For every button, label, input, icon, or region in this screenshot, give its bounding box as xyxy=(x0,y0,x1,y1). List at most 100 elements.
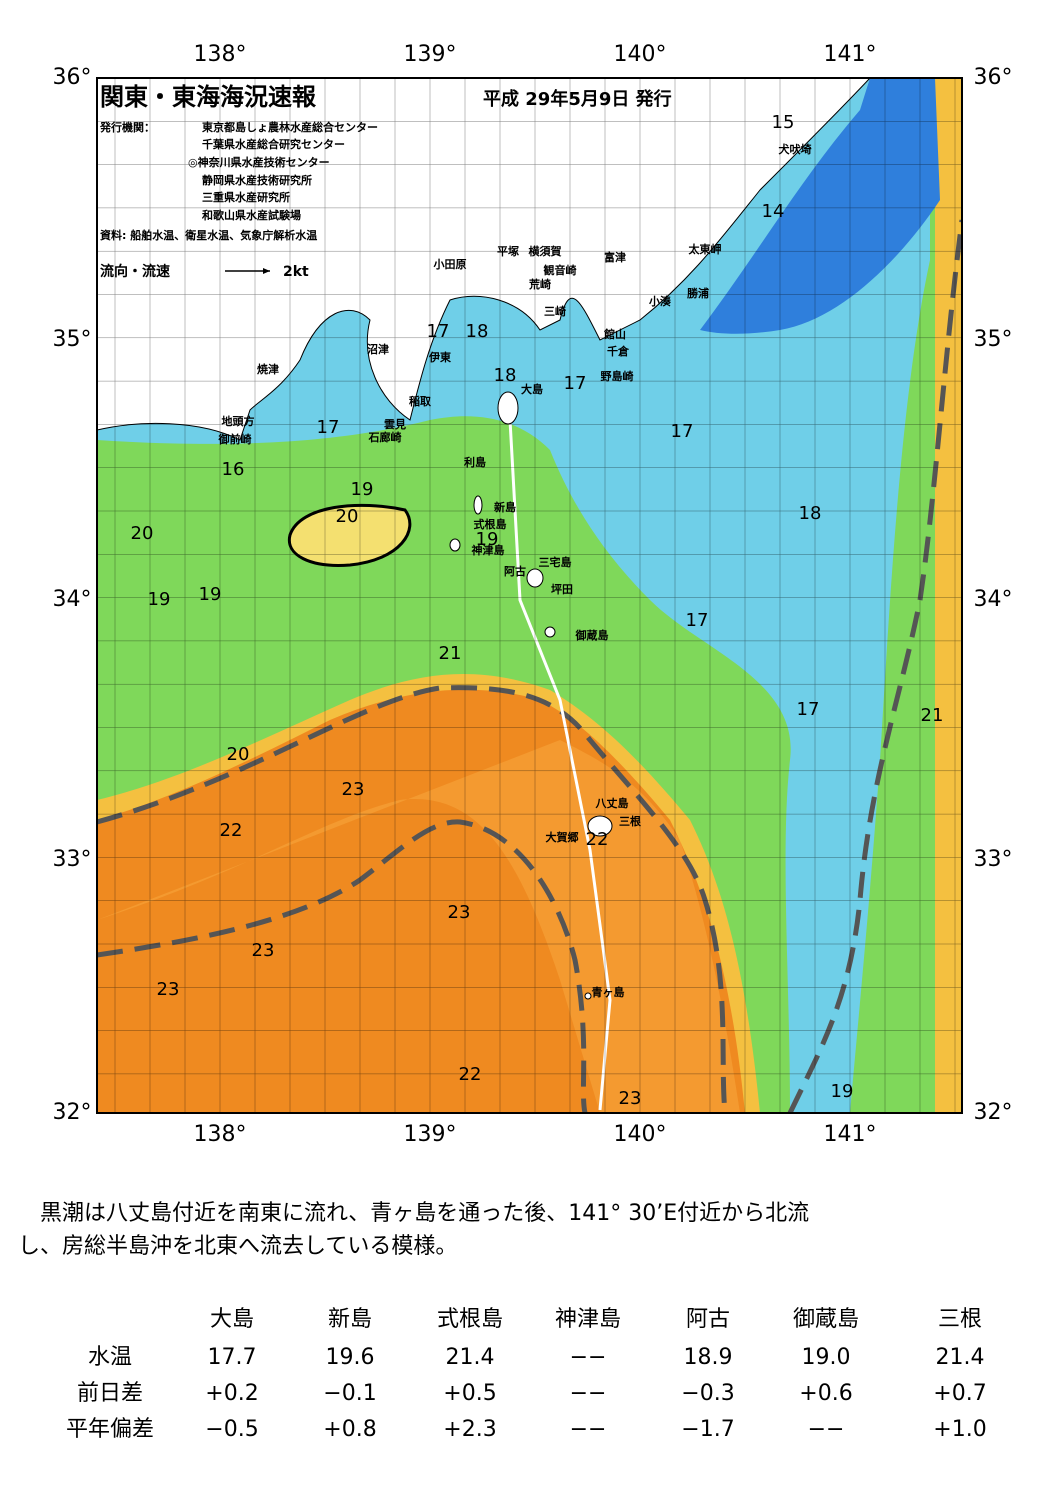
contour-label: 17 xyxy=(671,421,694,442)
contour-label: 19 xyxy=(199,584,222,605)
place-name: 阿古 xyxy=(504,564,526,578)
legend-arrowhead xyxy=(263,268,270,274)
cell: 21.4 xyxy=(936,1345,985,1370)
summary-line: し、房総半島沖を北東へ流去している模様。 xyxy=(18,1234,457,1259)
place-name: 沼津 xyxy=(367,342,389,356)
place-name: 地頭方 xyxy=(222,414,255,428)
contour-label: 23 xyxy=(342,779,365,800)
lat-label: 32° xyxy=(53,1100,92,1125)
place-name: 千倉 xyxy=(607,344,630,358)
legend-scale: 2kt xyxy=(283,264,309,280)
place-name: 石廊崎 xyxy=(368,430,402,444)
lon-label: 140° xyxy=(614,42,667,67)
contour-label: 22 xyxy=(459,1064,482,1085)
legend-label: 流向・流速 xyxy=(100,263,170,280)
islands xyxy=(449,391,613,1000)
cell: 17.7 xyxy=(208,1345,257,1370)
contour-label: 17 xyxy=(686,610,709,631)
contour-label: 15 xyxy=(772,112,795,133)
lat-label: 35° xyxy=(53,327,92,352)
cell: +0.6 xyxy=(799,1381,852,1406)
lon-label: 141° xyxy=(824,42,877,67)
cell: −0.5 xyxy=(205,1417,258,1442)
place-name: 坪田 xyxy=(551,583,573,596)
date: 平成 29年5月9日 発行 xyxy=(483,88,672,110)
row-label: 水温 xyxy=(88,1345,132,1370)
cell: +0.5 xyxy=(443,1381,496,1406)
place-name: 稲取 xyxy=(409,394,431,408)
contour-label: 19 xyxy=(476,529,499,550)
cell: −− xyxy=(570,1345,607,1370)
cell: 19.0 xyxy=(802,1345,851,1370)
place-name: 新島 xyxy=(494,500,516,514)
water-zone xyxy=(97,740,740,1113)
map-frame xyxy=(96,77,963,1114)
contour-label: 23 xyxy=(448,902,471,923)
place-name: 犬吠埼 xyxy=(779,142,812,156)
lat-label: 34° xyxy=(974,587,1013,612)
place-name: 御蔵島 xyxy=(575,628,609,642)
place-name: 荒崎 xyxy=(528,277,551,291)
cell: −0.3 xyxy=(681,1381,734,1406)
cell: −− xyxy=(808,1417,845,1442)
cell: +0.2 xyxy=(205,1381,258,1406)
map-area xyxy=(97,78,962,1113)
column-header: 式根島 xyxy=(437,1307,503,1332)
row-label: 前日差 xyxy=(77,1381,143,1406)
column-header: 阿古 xyxy=(686,1307,730,1332)
contour-label: 19 xyxy=(351,479,374,500)
place-name: 伊東 xyxy=(428,350,452,364)
grid xyxy=(97,78,962,1113)
place-name: 三根 xyxy=(619,814,642,828)
kuroshio-path xyxy=(97,219,962,1113)
lon-label: 138° xyxy=(194,1122,247,1147)
water-zone xyxy=(700,78,940,334)
cell: −− xyxy=(570,1381,607,1406)
cell: +0.8 xyxy=(323,1417,376,1442)
cell: 19.6 xyxy=(326,1345,375,1370)
place-name: 大島 xyxy=(521,382,543,396)
column-header: 神津島 xyxy=(555,1307,621,1332)
title: 関東・東海海況速報 xyxy=(100,83,317,111)
place-name: 太東岬 xyxy=(688,242,722,256)
issuer: 三重県水産研究所 xyxy=(202,190,290,204)
contour-label: 20 xyxy=(227,744,250,765)
place-name: 横須賀 xyxy=(529,244,562,258)
place-name: 八丈島 xyxy=(595,796,629,810)
cell: +0.7 xyxy=(933,1381,986,1406)
place-name: 神津島 xyxy=(472,543,505,557)
place-name: 平塚 xyxy=(497,244,519,258)
cell: 21.4 xyxy=(446,1345,495,1370)
lat-label: 35° xyxy=(974,327,1013,352)
contour-label: 17 xyxy=(797,699,820,720)
contour-label: 17 xyxy=(427,321,450,342)
cell: +2.3 xyxy=(443,1417,496,1442)
place-name: 式根島 xyxy=(474,517,507,531)
place-name: 三宅島 xyxy=(539,555,572,569)
lon-label: 139° xyxy=(404,42,457,67)
labels: 138° 138° 139° 139° 140° 140° 141° 141° 36° 36° 35… xyxy=(53,42,1013,1147)
place-name: 雲見 xyxy=(384,418,406,431)
contour-label: 19 xyxy=(148,589,171,610)
issuer: ◎神奈川県水産技術センター xyxy=(188,155,330,169)
lat-label: 32° xyxy=(974,1100,1013,1125)
place-name: 大賀郷 xyxy=(546,830,579,844)
column-header: 新島 xyxy=(328,1307,372,1332)
lat-label: 36° xyxy=(974,65,1013,90)
warm-eddy xyxy=(287,503,412,567)
contour-label: 21 xyxy=(439,643,462,664)
contour-label: 18 xyxy=(494,365,517,386)
place-name: 富津 xyxy=(604,250,626,264)
place-name: 野島崎 xyxy=(601,369,634,383)
lon-label: 138° xyxy=(194,42,247,67)
source: 資料: 船舶水温、衛星水温、気象庁解析水温 xyxy=(100,228,317,242)
column-header: 大島 xyxy=(210,1307,254,1332)
issuer: 和歌山県水産試験場 xyxy=(202,208,301,222)
cell: −0.1 xyxy=(323,1381,376,1406)
place-name: 小田原 xyxy=(433,257,467,271)
contour-label: 18 xyxy=(799,503,822,524)
row-label: 平年偏差 xyxy=(66,1417,154,1442)
issuer: 千葉県水産総合研究センター xyxy=(202,137,345,151)
contour-label: 23 xyxy=(157,979,180,1000)
